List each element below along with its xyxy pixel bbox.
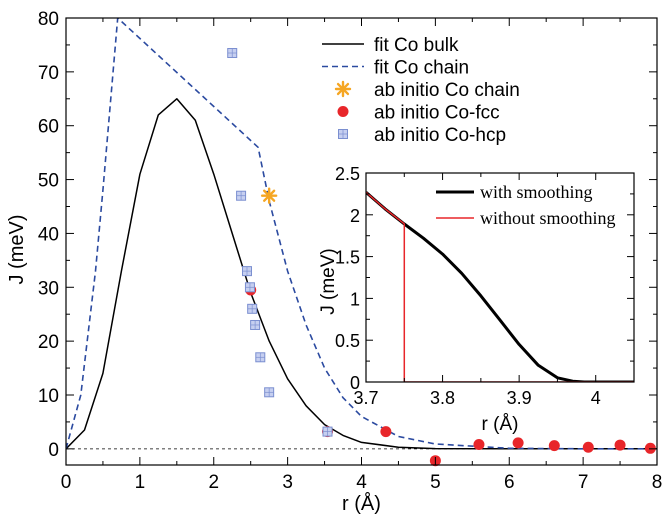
data-point-2-0-arm-3 — [263, 189, 276, 202]
y-tick-label-2: 20 — [38, 332, 59, 353]
y-tick-label-8: 80 — [38, 9, 59, 30]
y-tick-label-3: 30 — [38, 278, 59, 299]
legend-marker-3 — [337, 106, 349, 117]
x-tick-label-7: 7 — [578, 472, 589, 493]
data-point-3-8 — [614, 439, 626, 451]
inset-x-tick-label-1: 3.8 — [430, 388, 455, 408]
x-tick-label-8: 8 — [652, 472, 663, 493]
inset-series-line-1 — [366, 191, 634, 382]
inset-legend-label-1: without smoothing — [480, 208, 616, 228]
x-tick-label-6: 6 — [504, 472, 515, 493]
y-tick-label-4: 40 — [38, 224, 59, 245]
inset-x-tick-label-3: 4 — [591, 388, 601, 408]
inset-y-tick-label-2: 1 — [350, 289, 360, 309]
data-point-3-9 — [644, 442, 656, 454]
legend-marker-2-arm-3 — [336, 82, 350, 96]
x-tick-label-1: 1 — [135, 472, 146, 493]
inset-y-tick-label-5: 2.5 — [335, 164, 360, 184]
inset-x-axis-label: r (Å) — [482, 414, 519, 435]
y-tick-label-1: 10 — [38, 386, 59, 407]
main-markers — [227, 48, 656, 467]
legend-label-0: fit Co bulk — [374, 35, 459, 56]
inset-plot: 3.7 3.8 3.9 4 0 0.5 1 1.5 2 2.5 r (Å) J (meV) with s… — [318, 164, 635, 435]
y-tick-label-5: 50 — [38, 171, 59, 192]
data-point-3-4 — [473, 439, 485, 451]
inset-legend-label-0: with smoothing — [480, 182, 593, 202]
legend-label-1: fit Co chain — [374, 58, 469, 79]
x-tick-label-2: 2 — [208, 472, 219, 493]
data-point-3-7 — [582, 441, 594, 453]
inset-y-axis-label: J (meV) — [318, 248, 339, 315]
main-series — [66, 18, 657, 450]
inset-legend: with smoothing without smoothing — [436, 182, 616, 228]
series-line-1 — [66, 18, 657, 450]
inset-y-tick-label-0: 0 — [350, 373, 360, 393]
y-tick-label-7: 70 — [38, 63, 59, 84]
inset-x-tick-label-0: 3.7 — [353, 388, 378, 408]
series-line-0 — [66, 98, 657, 450]
inset-background — [366, 173, 634, 382]
data-point-3-5 — [512, 437, 524, 449]
inset-y-tick-label-3: 1.5 — [335, 248, 360, 268]
x-tick-label-5: 5 — [430, 472, 441, 493]
inset-y-tick-label-1: 0.5 — [335, 331, 360, 351]
y-tick-label-6: 60 — [38, 117, 59, 138]
x-axis-label: r (Å) — [342, 492, 381, 515]
inset-y-tick-label-4: 2 — [350, 206, 360, 226]
x-tick-label-4: 4 — [356, 472, 367, 493]
x-tick-label-0: 0 — [61, 472, 72, 493]
data-point-3-2 — [380, 426, 392, 438]
x-tick-label-3: 3 — [282, 472, 293, 493]
inset-x-tick-label-2: 3.9 — [507, 388, 532, 408]
y-axis-label: J (meV) — [6, 215, 28, 285]
legend-label-4: ab initio Co-hcp — [374, 125, 506, 146]
legend-label-2: ab initio Co chain — [374, 80, 520, 101]
legend-label-3: ab initio Co-fcc — [374, 103, 500, 124]
y-tick-label-0: 0 — [48, 440, 59, 461]
data-point-3-6 — [548, 440, 560, 452]
